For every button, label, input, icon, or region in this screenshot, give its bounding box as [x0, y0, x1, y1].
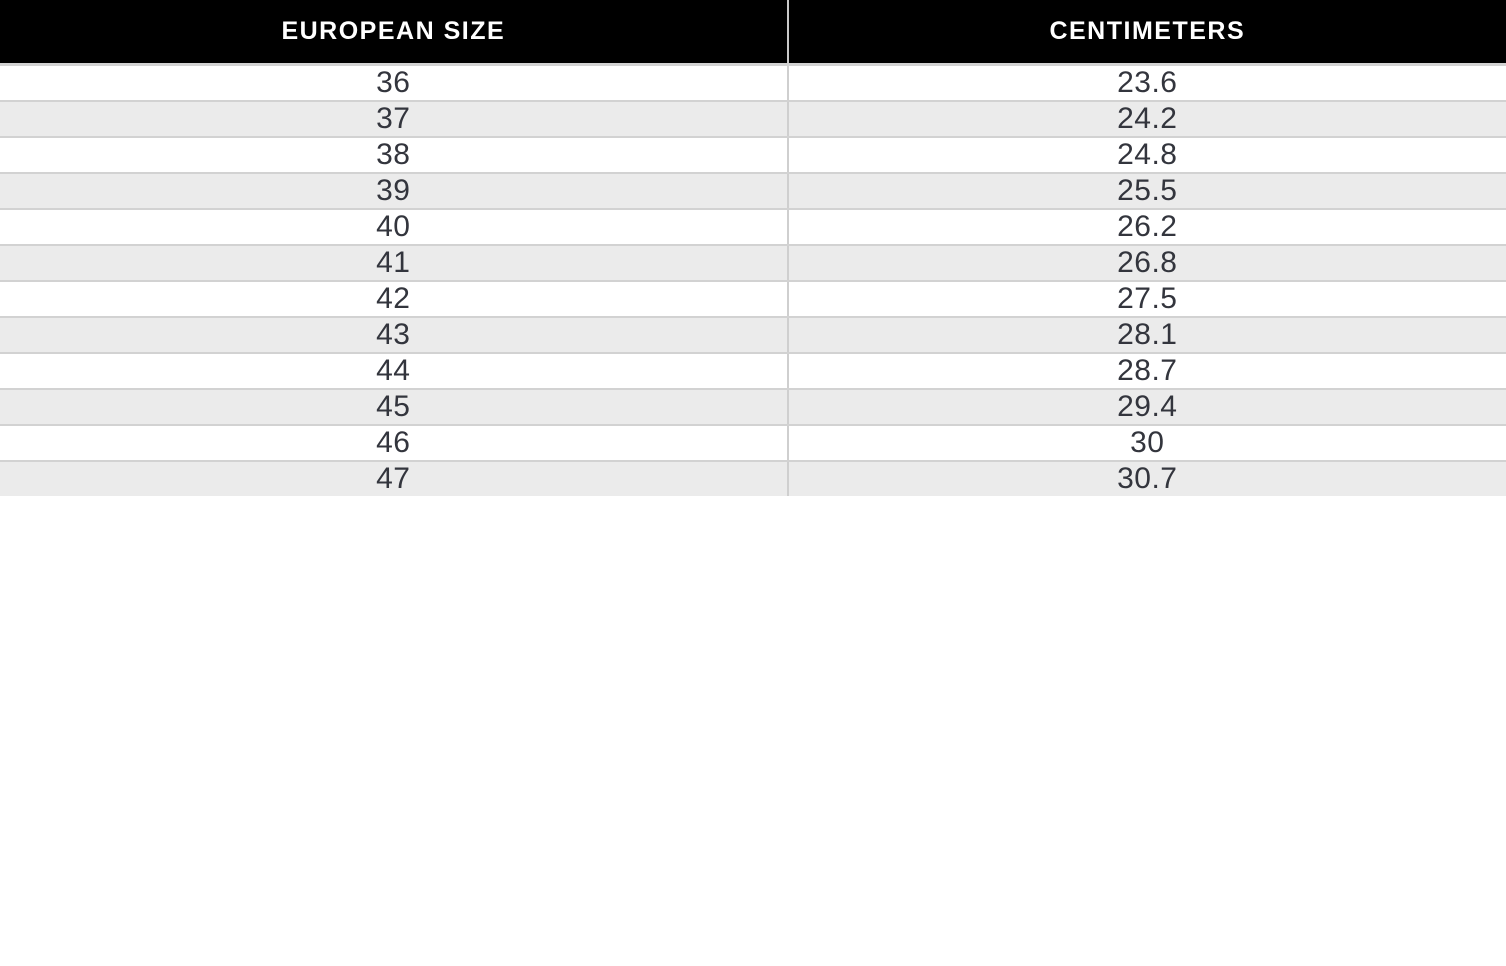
table-row: 42 27.5 — [0, 282, 1506, 318]
size-cell: 37 — [376, 102, 411, 135]
table-row: 47 30.7 — [0, 462, 1506, 496]
size-cell: 43 — [376, 318, 411, 351]
size-cell: 42 — [376, 282, 411, 315]
centimeters-cell: 23.6 — [786, 66, 1506, 100]
size-cell: 46 — [376, 426, 411, 459]
column-header-centimeters: CENTIMETERS — [786, 0, 1506, 63]
centimeters-cell: 30.7 — [786, 462, 1506, 496]
size-cell: 41 — [376, 246, 411, 279]
table-row: 36 23.6 — [0, 66, 1506, 102]
size-cell: 45 — [376, 390, 411, 423]
table-body: 36 23.6 37 24.2 38 24.8 39 25.5 40 26.2 41 26.8 42 27… — [0, 66, 1506, 496]
centimeters-cell: 29.4 — [786, 390, 1506, 424]
size-cell: 36 — [376, 66, 411, 99]
table-row: 46 30 — [0, 426, 1506, 462]
size-cell: 39 — [376, 174, 411, 207]
centimeters-cell: 28.7 — [786, 354, 1506, 388]
centimeters-cell: 27.5 — [786, 282, 1506, 316]
centimeters-cell: 24.2 — [786, 102, 1506, 136]
centimeters-cell: 26.8 — [786, 246, 1506, 280]
column-header-european-size: EUROPEAN SIZE — [281, 17, 506, 45]
table-row: 37 24.2 — [0, 102, 1506, 138]
size-cell: 40 — [376, 210, 411, 243]
centimeters-cell: 24.8 — [786, 138, 1506, 172]
table-row: 44 28.7 — [0, 354, 1506, 390]
table-header-row: EUROPEAN SIZE CENTIMETERS — [0, 0, 1506, 66]
size-cell: 47 — [376, 462, 411, 495]
table-row: 41 26.8 — [0, 246, 1506, 282]
table-row: 43 28.1 — [0, 318, 1506, 354]
centimeters-cell: 30 — [786, 426, 1506, 460]
table-row: 38 24.8 — [0, 138, 1506, 174]
size-cell: 44 — [376, 354, 411, 387]
table-row: 39 25.5 — [0, 174, 1506, 210]
size-cell: 38 — [376, 138, 411, 171]
centimeters-cell: 25.5 — [786, 174, 1506, 208]
centimeters-cell: 26.2 — [786, 210, 1506, 244]
table-row: 45 29.4 — [0, 390, 1506, 426]
table-row: 40 26.2 — [0, 210, 1506, 246]
centimeters-cell: 28.1 — [786, 318, 1506, 352]
